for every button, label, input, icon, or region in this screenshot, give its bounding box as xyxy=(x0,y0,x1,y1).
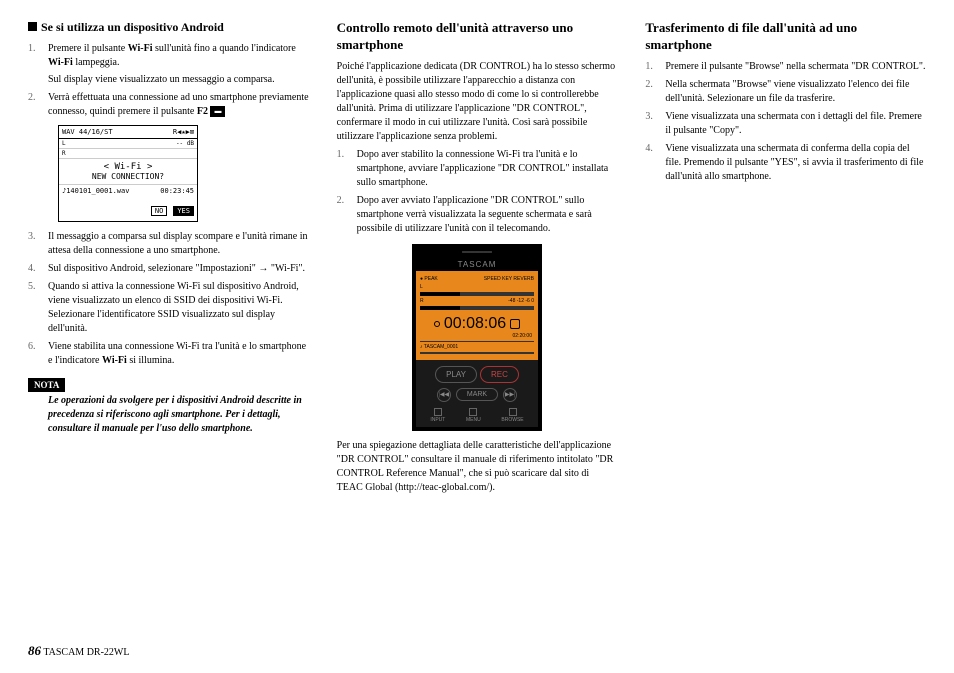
col1-item3: Il messaggio a comparsa sul display scom… xyxy=(28,230,309,258)
lcd-display: WAV 44/16/STR◀★▶⊠ L-- dB R < Wi-Fi > NEW… xyxy=(58,125,198,222)
phone-subtime: 02:20:00 xyxy=(420,333,534,341)
phone-input-icon: INPUT xyxy=(430,408,445,423)
col1-item2: Verrà effettuata una connessione ad uno … xyxy=(28,91,309,119)
phone-brand: TASCAM xyxy=(416,258,538,271)
lcd-yes-button: YES xyxy=(173,206,194,216)
phone-play-button: PLAY xyxy=(435,366,477,383)
nota-text: Le operazioni da svolgere per i disposit… xyxy=(28,394,309,436)
lcd-file: ♪140101_0001.wav00:23:45 xyxy=(59,184,197,197)
phone-file: ♪ TASCAM_0001 xyxy=(420,341,534,356)
page-columns: Se si utilizza un dispositivo Android Pr… xyxy=(28,20,926,499)
phone-statusbar: ═══════ xyxy=(416,248,538,258)
phone-time: 00:08:06 xyxy=(420,311,534,333)
phone-rec-button: REC xyxy=(480,366,519,383)
f2-badge: ▬ xyxy=(210,106,225,118)
col2-intro: Poiché l'applicazione dedicata (DR CONTR… xyxy=(337,60,618,144)
col3-item1: Premere il pulsante "Browse" nella scher… xyxy=(645,60,926,74)
phone-mark-button: MARK xyxy=(456,388,498,401)
col2-item2: Dopo aver avviato l'applicazione "DR CON… xyxy=(337,194,618,236)
col3-list: Premere il pulsante "Browse" nella scher… xyxy=(645,60,926,184)
col2-heading: Controllo remoto dell'unità attraverso u… xyxy=(337,20,618,54)
lcd-buttons: NO YES xyxy=(59,197,197,221)
col2-item1: Dopo aver stabilito la connessione Wi-Fi… xyxy=(337,148,618,190)
product-name: TASCAM DR-22WL xyxy=(41,647,129,658)
column-1: Se si utilizza un dispositivo Android Pr… xyxy=(28,20,309,499)
lcd-top: WAV 44/16/STR◀★▶⊠ xyxy=(59,126,197,139)
col1-item5: Quando si attiva la connessione Wi-Fi su… xyxy=(28,280,309,336)
col2-outro: Per una spiegazione dettagliata delle ca… xyxy=(337,439,618,495)
col1-item1-sub: Sul display viene visualizzato un messag… xyxy=(48,73,309,87)
lcd-question: NEW CONNECTION? xyxy=(59,172,197,184)
col1-item6: Viene stabilita una connessione Wi-Fi tr… xyxy=(28,340,309,368)
phone-next-button: ▶▶| xyxy=(503,388,517,402)
lcd-no-button: NO xyxy=(151,206,167,216)
phone-display: ● PEAKSPEED KEY REVERB L R-48 -12 -6 0 0… xyxy=(416,271,538,360)
col3-item4: Viene visualizzata una schermata di conf… xyxy=(645,142,926,184)
col3-heading: Trasferimento di file dall'unità ad uno … xyxy=(645,20,926,54)
phone-prev-button: |◀◀ xyxy=(437,388,451,402)
col2-list: Dopo aver stabilito la connessione Wi-Fi… xyxy=(337,148,618,236)
phone-mockup: ═══════ TASCAM ● PEAKSPEED KEY REVERB L … xyxy=(412,244,542,431)
col1-heading: Se si utilizza un dispositivo Android xyxy=(28,20,309,36)
col3-item2: Nella schermata "Browse" viene visualizz… xyxy=(645,78,926,106)
column-3: Trasferimento di file dall'unità ad uno … xyxy=(645,20,926,499)
col1-item4: Sul dispositivo Android, selezionare "Im… xyxy=(28,262,309,276)
phone-controls: PLAY REC |◀◀ MARK ▶▶| INPUT MENU BROWSE xyxy=(416,360,538,427)
col1-list-b: Il messaggio a comparsa sul display scom… xyxy=(28,230,309,368)
col1-list-a: Premere il pulsante Wi-Fi sull'unità fin… xyxy=(28,42,309,119)
page-number: 86 xyxy=(28,643,41,658)
lcd-wifi: < Wi-Fi > xyxy=(59,159,197,172)
col3-item3: Viene visualizzata una schermata con i d… xyxy=(645,110,926,138)
phone-menu-icon: MENU xyxy=(466,408,481,423)
page-footer: 86 TASCAM DR-22WL xyxy=(28,643,129,659)
col1-item1: Premere il pulsante Wi-Fi sull'unità fin… xyxy=(28,42,309,87)
lcd-meter-l: L-- dB xyxy=(59,139,197,149)
column-2: Controllo remoto dell'unità attraverso u… xyxy=(337,20,618,499)
phone-browse-icon: BROWSE xyxy=(501,408,523,423)
nota-label: NOTA xyxy=(28,378,65,392)
lcd-meter-r: R xyxy=(59,149,197,159)
